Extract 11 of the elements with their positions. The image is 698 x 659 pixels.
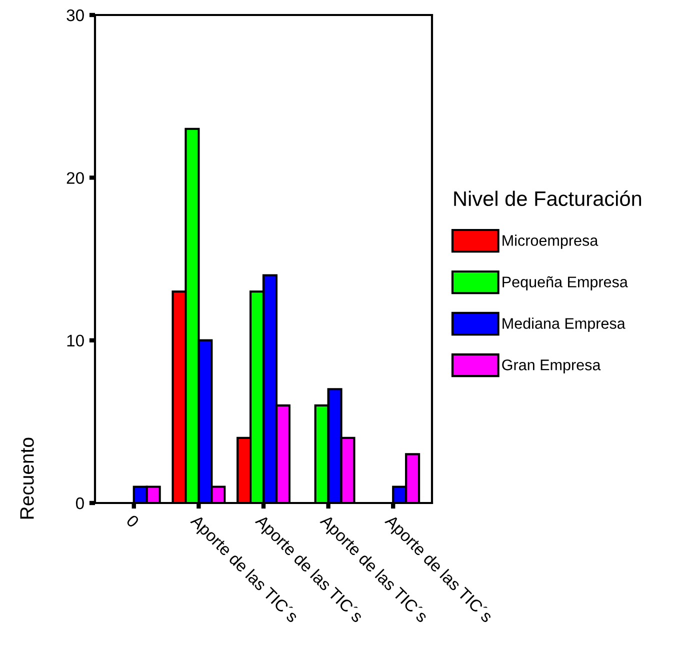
y-tick-label: 30 [66,9,84,22]
y-tick-label: 0 [76,497,84,510]
legend-label: Pequeña Empresa [502,276,628,290]
legend-label: Mediana Empresa [502,318,626,332]
legend-label: Microempresa [502,234,598,249]
x-tick-label: 0 [126,514,140,528]
legend-label: Gran Empresa [502,360,601,374]
y-axis-title: Recuento [20,438,34,519]
y-tick-label: 20 [66,172,84,184]
y-tick-label: 10 [67,334,84,347]
legend-title: Nivel de Facturación [454,190,642,206]
